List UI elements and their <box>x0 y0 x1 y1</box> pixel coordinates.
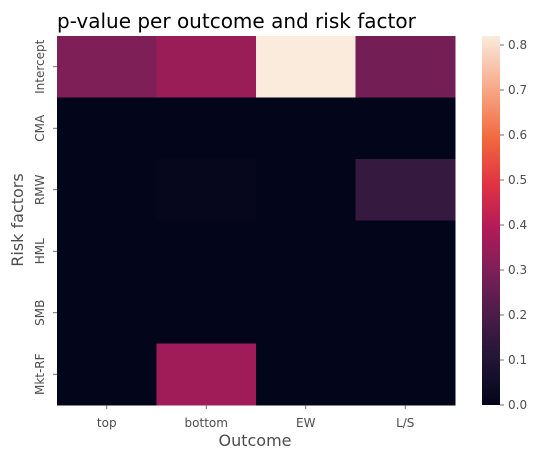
heatmap-cell <box>355 36 456 98</box>
y-tick-label: Mkt-RF <box>33 353 47 395</box>
y-tick-label: HML <box>33 238 47 264</box>
heatmap-cell <box>57 220 157 283</box>
x-tick-label: L/S <box>396 416 414 430</box>
heatmap-cell <box>256 282 356 344</box>
heatmap-cell <box>256 97 356 160</box>
heatmap-cell <box>256 36 356 98</box>
y-tick-label: RMW <box>33 174 47 205</box>
heatmap-cell <box>57 282 157 344</box>
x-axis-label: Outcome <box>218 431 291 450</box>
colorbar <box>482 36 500 405</box>
colorbar-tick-label: 0.7 <box>508 83 527 97</box>
colorbar-tick-label: 0.1 <box>508 353 527 367</box>
colorbar-tick-label: 0.8 <box>508 38 527 52</box>
heatmap-cell <box>156 343 257 406</box>
colorbar-tick-label: 0.5 <box>508 173 527 187</box>
y-tick-label: Intercept <box>33 39 47 94</box>
heatmap-cell <box>156 159 257 221</box>
heatmap-cell <box>355 220 456 283</box>
colorbar-tick-label: 0.2 <box>508 308 527 322</box>
y-tick-label: CMA <box>33 114 47 142</box>
colorbar-tick-label: 0.4 <box>508 218 527 232</box>
colorbar-tick-label: 0.0 <box>508 398 527 412</box>
heatmap-cell <box>256 220 356 283</box>
x-tick-label: top <box>97 416 117 430</box>
heatmap-cell <box>156 36 257 98</box>
colorbar-tick-label: 0.3 <box>508 263 527 277</box>
heatmap-cell <box>156 97 257 160</box>
x-tick-label: bottom <box>185 416 228 430</box>
colorbar-ticks: 0.0 0.1 0.2 0.3 0.4 0.5 0.6 0.7 0.8 <box>500 38 527 412</box>
x-tick-labels: top bottom EW L/S <box>97 405 414 430</box>
y-axis-label: Risk factors <box>8 173 27 266</box>
heatmap-cell <box>156 220 257 283</box>
chart-title: p-value per outcome and risk factor <box>57 9 417 33</box>
heatmap-cell <box>57 36 157 98</box>
heatmap-cells <box>57 36 456 406</box>
heatmap-cell <box>355 97 456 160</box>
heatmap-cell <box>57 343 157 406</box>
y-tick-labels: Intercept CMA RMW HML SMB Mkt-RF <box>33 39 57 395</box>
heatmap-cell <box>256 343 356 406</box>
x-tick-label: EW <box>296 416 316 430</box>
colorbar-tick-label: 0.6 <box>508 128 527 142</box>
heatmap-cell <box>355 159 456 221</box>
heatmap-cell <box>355 282 456 344</box>
heatmap-cell <box>256 159 356 221</box>
heatmap-cell <box>156 282 257 344</box>
heatmap-cell <box>57 159 157 221</box>
heatmap-cell <box>57 97 157 160</box>
y-tick-label: SMB <box>33 300 47 326</box>
heatmap-cell <box>355 343 456 406</box>
